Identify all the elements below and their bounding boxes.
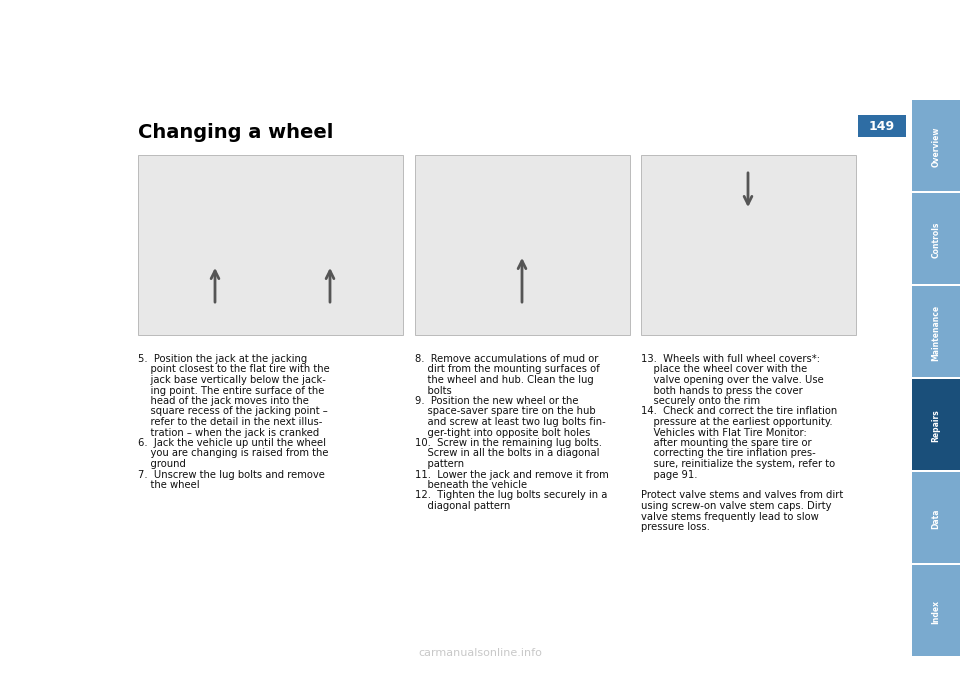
- Text: ing point. The entire surface of the: ing point. The entire surface of the: [138, 386, 324, 395]
- Bar: [415, 155, 630, 335]
- Text: 14.  Check and correct the tire inflation: 14. Check and correct the tire inflation: [641, 407, 837, 416]
- Text: jack base vertically below the jack-: jack base vertically below the jack-: [138, 375, 325, 385]
- Text: tration – when the jack is cranked: tration – when the jack is cranked: [138, 428, 320, 437]
- Text: carmanualsonline.info: carmanualsonline.info: [418, 648, 542, 658]
- Text: 12.  Tighten the lug bolts securely in a: 12. Tighten the lug bolts securely in a: [415, 490, 608, 500]
- Text: ground: ground: [138, 459, 186, 469]
- Text: the wheel: the wheel: [138, 480, 200, 490]
- Text: point closest to the flat tire with the: point closest to the flat tire with the: [138, 365, 329, 374]
- Text: Controls: Controls: [931, 221, 941, 258]
- Text: using screw-on valve stem caps. Dirty: using screw-on valve stem caps. Dirty: [641, 501, 831, 511]
- Text: 8.  Remove accumulations of mud or: 8. Remove accumulations of mud or: [415, 354, 598, 364]
- Text: Maintenance: Maintenance: [931, 304, 941, 361]
- Text: space-saver spare tire on the hub: space-saver spare tire on the hub: [415, 407, 595, 416]
- Text: 149: 149: [869, 119, 895, 132]
- Text: head of the jack moves into the: head of the jack moves into the: [138, 396, 309, 406]
- Text: Vehicles with Flat Tire Monitor:: Vehicles with Flat Tire Monitor:: [641, 428, 806, 437]
- Text: Changing a wheel: Changing a wheel: [138, 123, 333, 142]
- Text: 13.  Wheels with full wheel covers*:: 13. Wheels with full wheel covers*:: [641, 354, 820, 364]
- Text: correcting the tire inflation pres-: correcting the tire inflation pres-: [641, 449, 816, 458]
- Text: both hands to press the cover: both hands to press the cover: [641, 386, 803, 395]
- Bar: [912, 472, 960, 563]
- Text: bolts: bolts: [415, 386, 452, 395]
- Bar: [912, 379, 960, 470]
- Text: you are changing is raised from the: you are changing is raised from the: [138, 449, 328, 458]
- Bar: [912, 286, 960, 377]
- Bar: [912, 100, 960, 191]
- Text: Repairs: Repairs: [931, 409, 941, 442]
- Text: 10.  Screw in the remaining lug bolts.: 10. Screw in the remaining lug bolts.: [415, 438, 602, 448]
- Text: Data: Data: [931, 508, 941, 529]
- Text: ger-tight into opposite bolt holes: ger-tight into opposite bolt holes: [415, 428, 590, 437]
- Text: 7.  Unscrew the lug bolts and remove: 7. Unscrew the lug bolts and remove: [138, 469, 324, 479]
- Bar: [912, 193, 960, 284]
- Text: diagonal pattern: diagonal pattern: [415, 501, 511, 511]
- Bar: [858, 115, 906, 137]
- Bar: [912, 565, 960, 656]
- Text: Screw in all the bolts in a diagonal: Screw in all the bolts in a diagonal: [415, 449, 599, 458]
- Text: after mounting the spare tire or: after mounting the spare tire or: [641, 438, 811, 448]
- Text: 5.  Position the jack at the jacking: 5. Position the jack at the jacking: [138, 354, 307, 364]
- Text: Overview: Overview: [931, 126, 941, 167]
- Text: pattern: pattern: [415, 459, 464, 469]
- Text: dirt from the mounting surfaces of: dirt from the mounting surfaces of: [415, 365, 600, 374]
- Text: pressure at the earliest opportunity.: pressure at the earliest opportunity.: [641, 417, 832, 427]
- Text: refer to the detail in the next illus-: refer to the detail in the next illus-: [138, 417, 323, 427]
- Text: pressure loss.: pressure loss.: [641, 522, 709, 532]
- Text: sure, reinitialize the system, refer to: sure, reinitialize the system, refer to: [641, 459, 835, 469]
- Text: square recess of the jacking point –: square recess of the jacking point –: [138, 407, 327, 416]
- Text: Protect valve stems and valves from dirt: Protect valve stems and valves from dirt: [641, 490, 843, 500]
- Bar: [138, 155, 403, 335]
- Text: beneath the vehicle: beneath the vehicle: [415, 480, 527, 490]
- Text: 6.  Jack the vehicle up until the wheel: 6. Jack the vehicle up until the wheel: [138, 438, 326, 448]
- Text: Index: Index: [931, 599, 941, 624]
- Text: 11.  Lower the jack and remove it from: 11. Lower the jack and remove it from: [415, 469, 609, 479]
- Bar: [641, 155, 856, 335]
- Text: place the wheel cover with the: place the wheel cover with the: [641, 365, 807, 374]
- Text: page 91.: page 91.: [641, 469, 698, 479]
- Text: valve stems frequently lead to slow: valve stems frequently lead to slow: [641, 511, 819, 521]
- Text: the wheel and hub. Clean the lug: the wheel and hub. Clean the lug: [415, 375, 593, 385]
- Text: and screw at least two lug bolts fin-: and screw at least two lug bolts fin-: [415, 417, 606, 427]
- Text: 9.  Position the new wheel or the: 9. Position the new wheel or the: [415, 396, 579, 406]
- Text: securely onto the rim: securely onto the rim: [641, 396, 760, 406]
- Text: valve opening over the valve. Use: valve opening over the valve. Use: [641, 375, 824, 385]
